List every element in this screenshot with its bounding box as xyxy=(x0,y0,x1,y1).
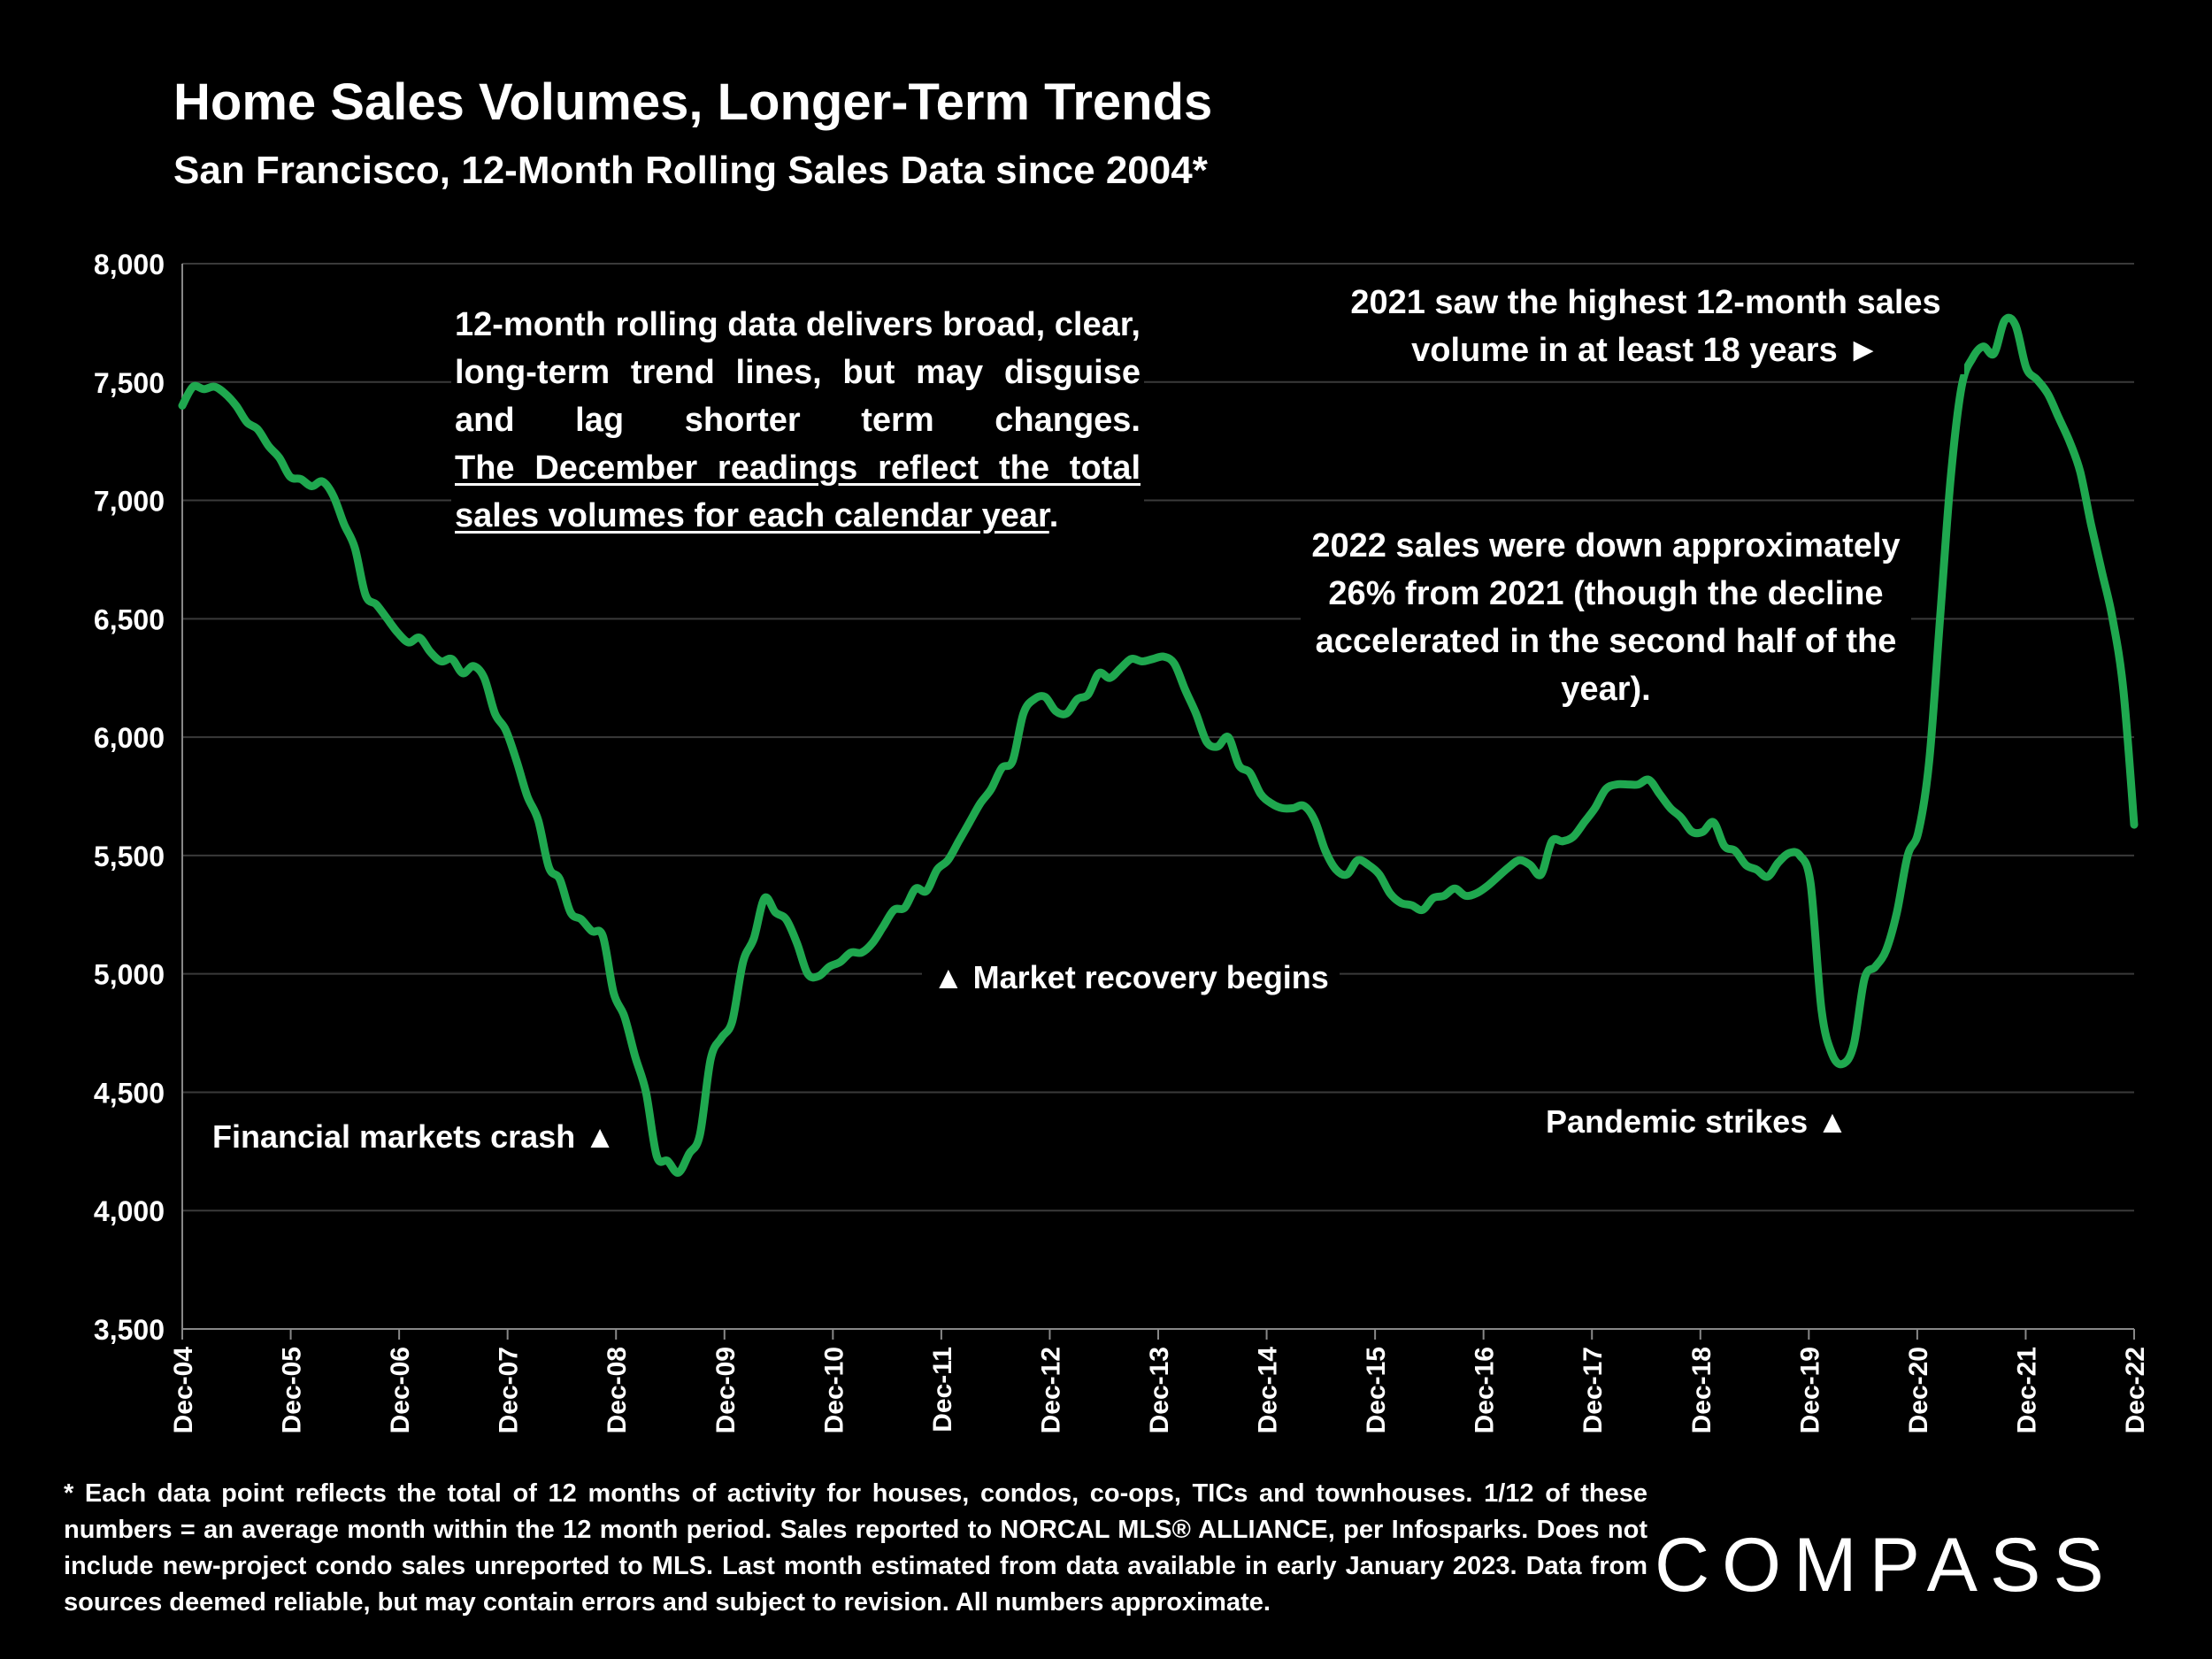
x-tick-label: Dec-14 xyxy=(1254,1347,1283,1434)
compass-logo: COMPASS xyxy=(1655,1523,2116,1608)
x-tick-label: Dec-21 xyxy=(2012,1347,2041,1433)
footnote: * Each data point reflects the total of … xyxy=(64,1479,1647,1617)
chart-subtitle: San Francisco, 12-Month Rolling Sales Da… xyxy=(173,149,1208,192)
chart-title: Home Sales Volumes, Longer-Term Trends xyxy=(173,73,1213,131)
y-axis-ticks: 3,500 4,000 4,500 5,000 5,500 6,000 6,500 7,000… xyxy=(94,249,165,1346)
crash-annotation: Financial markets crash ▲ xyxy=(202,1115,626,1159)
x-tick-label: Dec-22 xyxy=(2121,1347,2150,1433)
sales-volume-line xyxy=(178,313,2139,1177)
y-tick-label: 4,500 xyxy=(94,1077,165,1109)
x-axis-ticks: Dec-04 Dec-05 Dec-06 Dec-07 Dec-08 Dec-09 Dec-… xyxy=(169,1329,2150,1433)
y-tick-label: 7,500 xyxy=(94,367,165,399)
methodology-note: 12-month rolling data delivers broad, cl… xyxy=(451,301,1144,540)
x-tick-label: Dec-19 xyxy=(1795,1347,1824,1433)
series-group xyxy=(178,313,2139,1177)
x-tick-label: Dec-10 xyxy=(819,1347,849,1433)
y-tick-label: 4,000 xyxy=(94,1195,165,1227)
x-tick-label: Dec-17 xyxy=(1578,1347,1608,1433)
x-tick-label: Dec-12 xyxy=(1036,1347,1065,1433)
y-tick-label: 5,500 xyxy=(94,841,165,872)
x-tick-label: Dec-20 xyxy=(1904,1347,1933,1433)
peak-2021-note: 2021 saw the highest 12-month sales volu… xyxy=(1327,279,1964,374)
x-tick-label: Dec-16 xyxy=(1471,1347,1500,1433)
x-tick-label: Dec-06 xyxy=(386,1347,415,1433)
x-tick-label: Dec-11 xyxy=(928,1347,957,1432)
x-tick-label: Dec-09 xyxy=(711,1347,741,1433)
x-tick-label: Dec-07 xyxy=(495,1347,524,1433)
methodology-note-period: . xyxy=(1048,497,1059,534)
methodology-note-text: 12-month rolling data delivers broad, cl… xyxy=(455,306,1141,439)
recovery-annotation: ▲ Market recovery begins xyxy=(922,956,1340,1000)
y-tick-label: 3,500 xyxy=(94,1314,165,1346)
methodology-note-underlined: The December readings reflect the total … xyxy=(455,449,1141,534)
x-tick-label: Dec-15 xyxy=(1362,1347,1391,1433)
y-tick-label: 5,000 xyxy=(94,959,165,991)
decline-2022-note: 2022 sales were down approximately 26% f… xyxy=(1301,522,1911,713)
y-tick-label: 7,000 xyxy=(94,486,165,518)
x-tick-label: Dec-05 xyxy=(278,1347,307,1433)
y-tick-label: 8,000 xyxy=(94,249,165,280)
y-tick-label: 6,500 xyxy=(94,603,165,635)
x-tick-label: Dec-18 xyxy=(1687,1347,1717,1433)
pandemic-annotation: Pandemic strikes ▲ xyxy=(1535,1100,1859,1144)
x-tick-label: Dec-04 xyxy=(169,1347,198,1434)
x-tick-label: Dec-08 xyxy=(603,1347,632,1433)
x-tick-label: Dec-13 xyxy=(1145,1347,1174,1433)
y-tick-label: 6,000 xyxy=(94,722,165,754)
